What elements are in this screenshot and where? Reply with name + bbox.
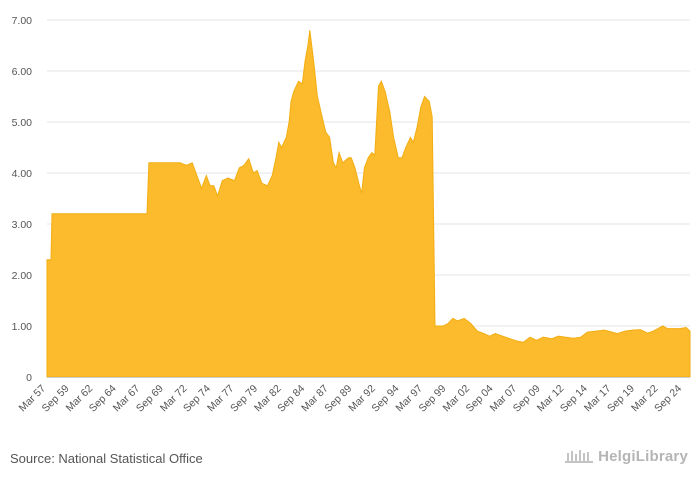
y-tick-label: 0 bbox=[26, 372, 32, 384]
source-note: Source: National Statistical Office bbox=[10, 451, 203, 466]
y-axis: 0 1.00 2.00 3.00 4.00 5.00 6.00 7.00 bbox=[12, 15, 33, 384]
x-tick-label: Sep 24 bbox=[652, 383, 684, 415]
area-series bbox=[46, 30, 691, 378]
y-tick-label: 1.00 bbox=[12, 321, 33, 333]
brand-logo[interactable]: HelgiLibrary bbox=[564, 448, 688, 465]
library-icon bbox=[565, 449, 594, 463]
y-tick-label: 6.00 bbox=[12, 66, 33, 78]
y-tick-label: 5.00 bbox=[12, 117, 33, 129]
y-tick-label: 4.00 bbox=[12, 168, 33, 180]
y-tick-label: 3.00 bbox=[12, 219, 33, 231]
area-chart: 0 1.00 2.00 3.00 4.00 5.00 6.00 7.00 Mar 57Sep … bbox=[12, 15, 691, 415]
y-tick-label: 2.00 bbox=[12, 270, 33, 282]
brand-name: HelgiLibrary bbox=[598, 448, 688, 465]
y-tick-label: 7.00 bbox=[12, 15, 33, 27]
